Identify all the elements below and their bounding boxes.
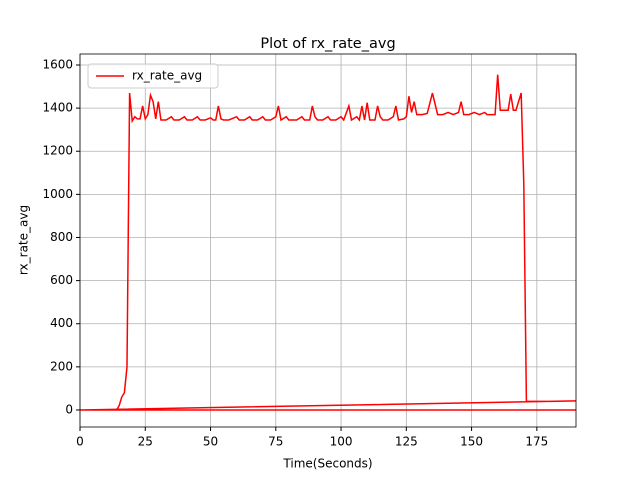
y-tick-label: 1000 — [42, 187, 73, 201]
legend-label: rx_rate_avg — [132, 69, 202, 83]
y-tick-label: 600 — [50, 273, 73, 287]
y-tick-label: 400 — [50, 316, 73, 330]
x-tick-label: 25 — [138, 435, 153, 449]
x-tick-label: 0 — [76, 435, 84, 449]
x-tick-label: 75 — [268, 435, 283, 449]
chart-title: Plot of rx_rate_avg — [260, 36, 395, 52]
y-tick-label: 1400 — [42, 101, 73, 115]
y-tick-label: 0 — [65, 402, 73, 416]
legend-box — [87, 63, 219, 89]
x-tick-label: 100 — [330, 435, 353, 449]
x-tick-label: 175 — [525, 435, 548, 449]
plot-frame — [79, 53, 577, 428]
y-tick-label: 1600 — [42, 57, 73, 71]
x-axis-label: Time(Seconds) — [282, 457, 372, 471]
y-tick-label: 800 — [50, 230, 73, 244]
x-tick-label: 50 — [203, 435, 218, 449]
x-tick-label: 150 — [460, 435, 483, 449]
y-tick-label: 200 — [50, 359, 73, 373]
y-axis-label: rx_rate_avg — [17, 205, 31, 275]
x-tick-label: 125 — [395, 435, 418, 449]
y-tick-label: 1200 — [42, 144, 73, 158]
data-line — [80, 74, 576, 411]
